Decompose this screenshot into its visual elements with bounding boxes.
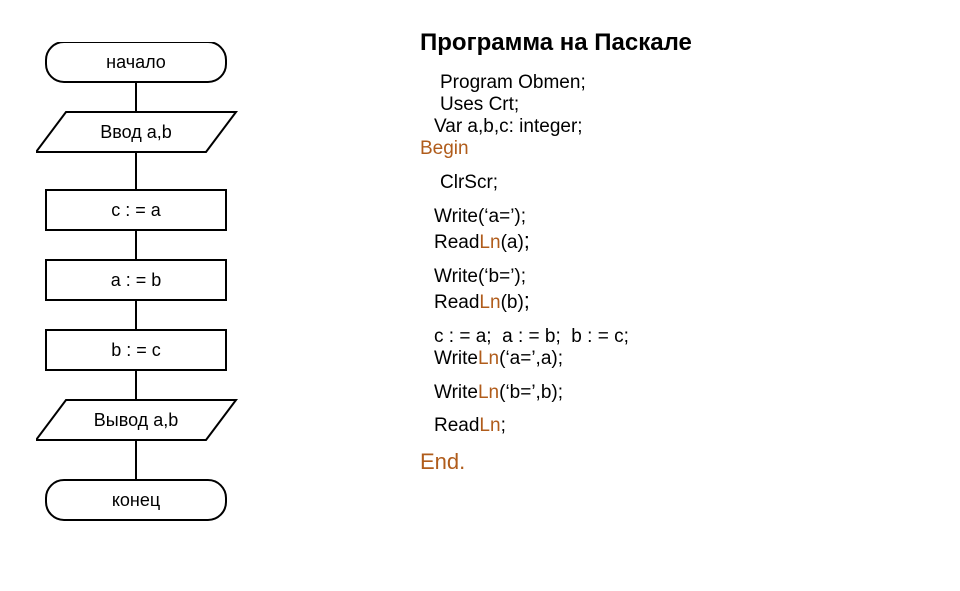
code-l12a: Write [434,382,478,403]
flow-start-label: начало [106,52,166,72]
flow-end-label: конец [112,490,160,510]
code-l9: ReadLn(b); [420,289,692,313]
code-l9d: ; [524,288,530,313]
code-l9b: Ln [479,292,500,313]
code-l12c: (‘b=’,b); [499,382,563,403]
code-l12: WriteLn(‘b=’,b); [420,383,692,403]
flow-step1-label: c : = a [111,200,162,220]
code-l7: ReadLn(a); [420,229,692,253]
code-l7d: ; [524,228,530,253]
code-l5: ClrScr; [420,173,692,193]
code-l9a: Read [434,292,479,313]
code-l11: WriteLn(‘a=’,a); [420,349,692,369]
code-l2: Uses Crt; [420,95,692,115]
kw-begin: Begin [420,138,469,159]
code-l7c: (a) [501,232,524,253]
code-l13a: Read [434,415,479,436]
page: начало Ввод a,b c : = a a : = b b : = c … [0,0,960,591]
code-l14: End. [420,450,692,473]
flow-step3-label: b : = c [111,340,161,360]
kw-end: End. [420,449,465,474]
code-l12b: Ln [478,382,499,403]
code-l13c: ; [501,415,506,436]
code-l11b: Ln [478,348,499,369]
code-l8: Write(‘b=’); [420,267,692,287]
code-l13b: Ln [479,415,500,436]
code-l4: Begin [420,139,692,159]
code-l11a: Write [434,348,478,369]
flow-step2-label: a : = b [111,270,162,290]
code-l3: Var a,b,c: integer; [420,117,692,137]
code-title: Программа на Паскале [420,30,692,55]
code-l10: c : = a; a : = b; b : = c; [420,327,692,347]
code-l7b: Ln [479,232,500,253]
code-l6: Write(‘a=’); [420,207,692,227]
code-l1: Program Obmen; [420,73,692,93]
code-block: Программа на Паскале Program Obmen; Uses… [420,30,692,475]
flow-output-label: Вывод a,b [94,410,178,430]
code-l11c: (‘a=’,a); [499,348,563,369]
code-l13: ReadLn; [420,416,692,436]
code-l7a: Read [434,232,479,253]
flowchart-svg: начало Ввод a,b c : = a a : = b b : = c … [36,42,256,572]
code-l9c: (b) [501,292,524,313]
flow-input-label: Ввод a,b [100,122,172,142]
